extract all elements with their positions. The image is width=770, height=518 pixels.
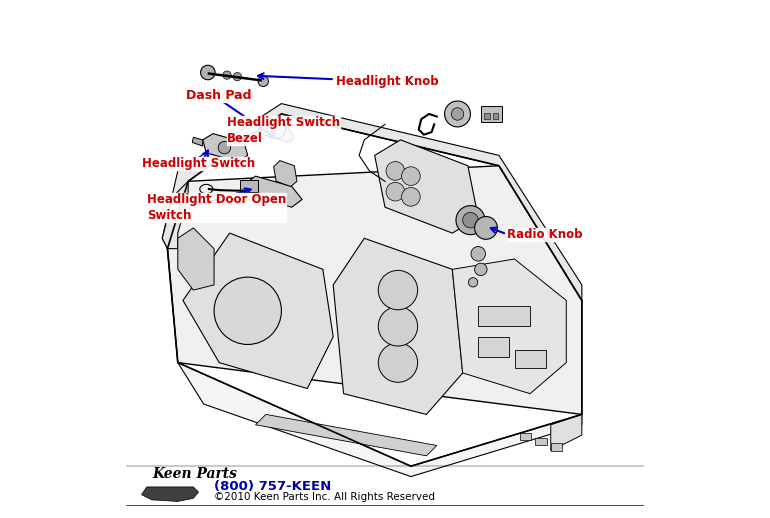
Circle shape <box>378 270 417 310</box>
Text: Dash Pad: Dash Pad <box>186 89 251 103</box>
Text: Keen Parts: Keen Parts <box>152 467 237 481</box>
Bar <box>484 113 490 119</box>
Circle shape <box>378 343 417 382</box>
Circle shape <box>214 277 281 344</box>
Polygon shape <box>162 181 188 249</box>
Circle shape <box>402 167 420 185</box>
Polygon shape <box>551 414 582 451</box>
Circle shape <box>378 307 417 346</box>
Polygon shape <box>178 228 214 290</box>
Bar <box>478 337 509 357</box>
Polygon shape <box>203 134 248 162</box>
Circle shape <box>223 71 231 79</box>
Bar <box>520 433 531 440</box>
Polygon shape <box>162 104 582 300</box>
Circle shape <box>463 212 478 228</box>
Circle shape <box>402 188 420 206</box>
Text: Headlight Switch
Bezel: Headlight Switch Bezel <box>227 116 340 145</box>
Text: Headlight Door Open
Switch: Headlight Door Open Switch <box>147 193 286 222</box>
Bar <box>551 443 562 451</box>
Circle shape <box>233 73 242 81</box>
Circle shape <box>471 247 486 261</box>
Bar <box>493 113 498 119</box>
Circle shape <box>444 101 470 127</box>
Polygon shape <box>256 118 294 142</box>
Circle shape <box>456 206 485 235</box>
Polygon shape <box>192 137 203 146</box>
Polygon shape <box>245 176 302 207</box>
Circle shape <box>468 278 477 287</box>
Polygon shape <box>452 259 566 394</box>
Text: ©2010 Keen Parts Inc. All Rights Reserved: ©2010 Keen Parts Inc. All Rights Reserve… <box>214 492 435 502</box>
Circle shape <box>201 65 215 80</box>
Circle shape <box>218 141 231 154</box>
Bar <box>480 106 501 122</box>
Polygon shape <box>178 363 582 477</box>
Bar <box>535 438 547 445</box>
Circle shape <box>451 108 464 120</box>
Circle shape <box>474 263 487 276</box>
Polygon shape <box>333 238 463 414</box>
Text: Radio Knob: Radio Knob <box>507 227 582 241</box>
Polygon shape <box>142 487 199 501</box>
Bar <box>514 350 546 368</box>
Polygon shape <box>256 414 437 456</box>
Circle shape <box>258 76 269 87</box>
Circle shape <box>386 162 405 180</box>
Circle shape <box>474 217 497 239</box>
Bar <box>478 306 530 326</box>
Polygon shape <box>375 140 478 233</box>
Text: Headlight Knob: Headlight Knob <box>336 75 438 89</box>
Circle shape <box>386 182 405 201</box>
Text: (800) 757-KEEN: (800) 757-KEEN <box>214 480 331 494</box>
Polygon shape <box>167 166 582 414</box>
Polygon shape <box>273 161 297 186</box>
Text: Headlight Switch: Headlight Switch <box>142 156 255 170</box>
Bar <box>240 180 258 192</box>
Polygon shape <box>183 233 333 388</box>
